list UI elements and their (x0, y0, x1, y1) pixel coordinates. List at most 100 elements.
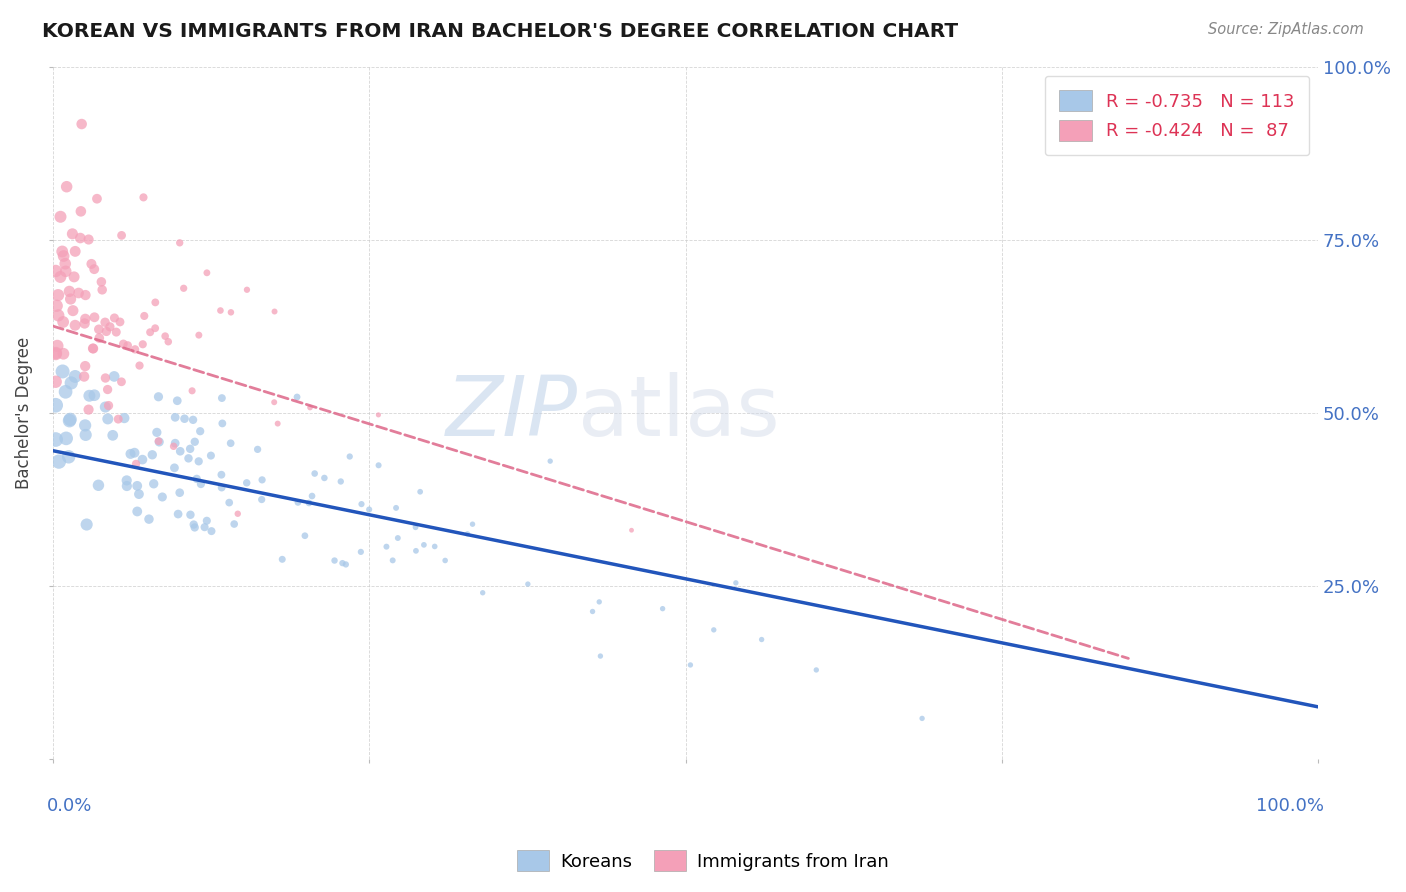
Point (651, 601, 673, 615)
Point (73, 369, 96, 384)
Point (55, 384, 77, 399)
Point (120, 447, 142, 461)
Point (139, 325, 162, 339)
Point (162, 439, 184, 453)
Point (409, 484, 432, 499)
Point (188, 424, 211, 438)
Point (806, 663, 828, 677)
Y-axis label: Bachelor's Degree: Bachelor's Degree (15, 336, 32, 489)
Point (224, 516, 246, 531)
Point (53, 257, 76, 271)
Point (83, 388, 105, 402)
Point (82, 342, 104, 356)
Point (63, 269, 86, 284)
Point (103, 310, 125, 325)
Point (359, 502, 381, 516)
Point (304, 467, 326, 481)
Point (83, 310, 105, 325)
Point (55, 264, 77, 278)
Point (82, 342, 104, 356)
Point (52, 347, 75, 361)
Point (91, 283, 114, 297)
Point (141, 448, 163, 462)
Point (150, 490, 173, 504)
Point (287, 495, 309, 509)
Point (235, 475, 257, 490)
Point (163, 460, 186, 475)
Point (266, 417, 288, 431)
Point (115, 479, 138, 493)
Point (148, 390, 170, 404)
Point (461, 517, 484, 532)
Point (589, 649, 612, 664)
Point (45, 264, 67, 278)
Point (724, 575, 747, 590)
Point (117, 338, 139, 352)
Point (110, 375, 132, 389)
Point (581, 605, 603, 619)
Point (75, 418, 97, 433)
Point (181, 384, 204, 398)
Point (169, 235, 191, 250)
Point (97, 383, 120, 397)
Point (200, 449, 222, 463)
Point (209, 303, 232, 318)
Point (620, 523, 643, 537)
Point (323, 553, 346, 567)
Point (456, 527, 478, 541)
Point (679, 657, 702, 672)
Point (63, 244, 86, 259)
Point (124, 446, 146, 460)
Point (60, 227, 83, 241)
Point (94, 315, 117, 329)
Point (157, 334, 180, 349)
Point (181, 413, 204, 427)
Point (55, 431, 77, 445)
Point (219, 436, 242, 450)
Point (131, 452, 153, 467)
Point (184, 434, 207, 449)
Point (335, 558, 357, 572)
Point (301, 489, 323, 503)
Text: KOREAN VS IMMIGRANTS FROM IRAN BACHELOR'S DEGREE CORRELATION CHART: KOREAN VS IMMIGRANTS FROM IRAN BACHELOR'… (42, 22, 959, 41)
Point (58, 450, 80, 464)
Point (48, 454, 70, 468)
Point (90, 275, 112, 289)
Point (226, 507, 249, 521)
Text: Source: ZipAtlas.com: Source: ZipAtlas.com (1208, 22, 1364, 37)
Point (96, 325, 118, 339)
Point (128, 359, 150, 373)
Point (59, 292, 82, 306)
Point (70, 117, 93, 131)
Point (153, 329, 176, 343)
Point (94, 371, 117, 385)
Point (77, 402, 100, 417)
Point (107, 412, 129, 426)
Point (69, 231, 91, 245)
Point (751, 632, 773, 647)
Point (127, 479, 149, 493)
Point (49, 269, 72, 284)
Point (263, 395, 285, 409)
Point (112, 411, 135, 425)
Point (209, 467, 232, 482)
Point (77, 232, 100, 246)
Point (385, 500, 408, 515)
Point (59, 412, 82, 426)
Point (127, 504, 149, 518)
Point (314, 471, 336, 485)
Point (110, 228, 132, 243)
Point (538, 454, 561, 468)
Point (195, 266, 218, 280)
Point (167, 507, 190, 521)
Point (179, 508, 201, 522)
Point (132, 337, 155, 351)
Point (148, 434, 170, 449)
Point (79, 389, 101, 403)
Point (52, 364, 75, 378)
Point (46, 339, 69, 353)
Point (236, 283, 259, 297)
Point (98, 319, 121, 334)
Point (143, 321, 166, 335)
Point (246, 442, 269, 457)
